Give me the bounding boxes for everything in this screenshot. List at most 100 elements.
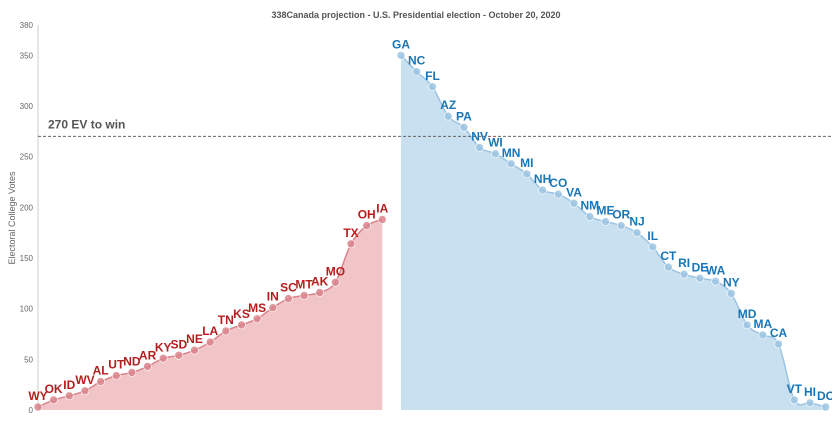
rep-state-label-ks: KS [233, 307, 250, 321]
rep-point-ne [190, 345, 199, 355]
dem-point-ma [758, 330, 768, 340]
dem-state-label-ri: RI [678, 256, 690, 270]
rep-state-label-mt: MT [295, 278, 313, 292]
threshold-layer: 270 EV to win [38, 117, 832, 137]
rep-state-label-la: LA [202, 324, 218, 338]
y-tick-label: 0 [29, 406, 34, 415]
dem-state-label-nm: NM [580, 199, 599, 213]
rep-point-ky [158, 353, 168, 363]
threshold-label: 270 EV to win [48, 117, 125, 131]
area-layer [38, 55, 826, 411]
rep-point-ks [237, 320, 246, 330]
dem-state-label-ma: MA [753, 317, 772, 331]
rep-point-wy [33, 402, 43, 412]
dem-point-nc [412, 67, 422, 76]
dem-state-label-wa: WA [706, 263, 726, 277]
dem-area [401, 55, 826, 411]
dem-point-ny [726, 289, 736, 298]
rep-state-label-mo: MO [326, 264, 345, 278]
dem-point-nv [475, 143, 484, 152]
rep-point-ms [252, 314, 262, 324]
dem-point-mn [506, 159, 516, 169]
y-tick-label: 350 [20, 51, 34, 60]
rep-point-oh [362, 221, 372, 230]
dem-state-label-fl: FL [425, 69, 440, 83]
rep-area [38, 219, 383, 410]
rep-state-label-sd: SD [170, 337, 187, 351]
dem-state-label-vt: VT [787, 382, 803, 396]
y-tick-label: 100 [20, 305, 34, 314]
dem-point-me [601, 217, 610, 226]
rep-state-label-wy: WY [28, 389, 47, 403]
y-tick-label: 150 [20, 254, 34, 263]
rep-point-ok [49, 395, 58, 405]
dem-point-va [569, 199, 579, 208]
rep-state-label-ok: OK [45, 382, 63, 396]
rep-point-ar [143, 362, 152, 371]
dem-point-ca [774, 339, 783, 349]
dem-point-pa [459, 123, 469, 132]
dem-state-label-nj: NJ [629, 215, 644, 229]
dem-state-label-ga: GA [392, 37, 410, 51]
dem-state-label-nc: NC [408, 54, 426, 68]
rep-point-wv [80, 386, 90, 396]
dem-state-label-de: DE [692, 260, 709, 274]
dem-point-ri [679, 269, 689, 279]
y-tick-layer: 0 50 100 150 200 250 300 350 380 [20, 21, 34, 415]
dem-state-label-mi: MI [520, 156, 533, 170]
rep-point-ia [377, 215, 387, 224]
rep-state-label-ut: UT [108, 358, 125, 372]
y-tick-label: 250 [20, 153, 34, 162]
y-tick-label: 200 [20, 203, 34, 212]
rep-point-ut [112, 371, 121, 380]
rep-state-label-oh: OH [358, 208, 376, 222]
rep-state-label-id: ID [63, 378, 75, 392]
rep-point-sc [284, 294, 293, 303]
rep-state-label-wv: WV [75, 373, 94, 387]
dem-point-wa [711, 276, 720, 286]
rep-point-tx [346, 239, 356, 249]
dem-point-az [443, 111, 453, 121]
rep-state-label-tx: TX [343, 226, 358, 240]
dem-state-label-pa: PA [456, 109, 472, 123]
dem-point-md [742, 320, 752, 330]
dem-state-label-wi: WI [488, 136, 503, 150]
dem-state-label-md: MD [738, 307, 757, 321]
dem-state-label-mn: MN [502, 146, 521, 160]
rep-point-tn [221, 326, 231, 336]
rep-point-nd [127, 368, 137, 377]
dem-point-mi [522, 169, 532, 179]
rep-state-label-ak: AK [311, 275, 329, 289]
dem-state-label-nh: NH [534, 172, 551, 186]
dem-point-vt [789, 395, 799, 405]
rep-point-in [268, 303, 278, 313]
dem-point-il [648, 242, 658, 252]
rep-point-mt [299, 291, 309, 300]
rep-point-id [65, 391, 74, 401]
dem-state-label-ny: NY [723, 276, 740, 290]
rep-state-label-ar: AR [139, 348, 157, 362]
rep-point-sd [174, 350, 184, 360]
dem-state-label-az: AZ [440, 98, 456, 112]
dem-state-label-co: CO [549, 176, 567, 190]
dem-state-label-me: ME [597, 204, 615, 218]
rep-point-al [96, 377, 105, 386]
dem-point-dc [821, 402, 831, 412]
rep-state-label-ms: MS [248, 301, 266, 315]
dem-point-hi [805, 398, 815, 408]
dem-point-or [616, 221, 626, 230]
rep-state-label-ky: KY [155, 340, 172, 354]
chart-title: 338Canada projection - U.S. Presidential… [271, 10, 560, 20]
rep-state-label-sc: SC [280, 281, 297, 295]
dem-point-nm [585, 212, 595, 221]
dem-point-fl [428, 82, 437, 92]
y-tick-label: 300 [20, 102, 34, 111]
rep-state-label-ne: NE [186, 332, 203, 346]
dem-state-label-ca: CA [770, 326, 788, 340]
dem-point-de [695, 273, 705, 283]
dem-point-wi [491, 149, 500, 158]
dem-state-label-ct: CT [660, 249, 677, 263]
rep-state-label-tn: TN [218, 313, 234, 327]
